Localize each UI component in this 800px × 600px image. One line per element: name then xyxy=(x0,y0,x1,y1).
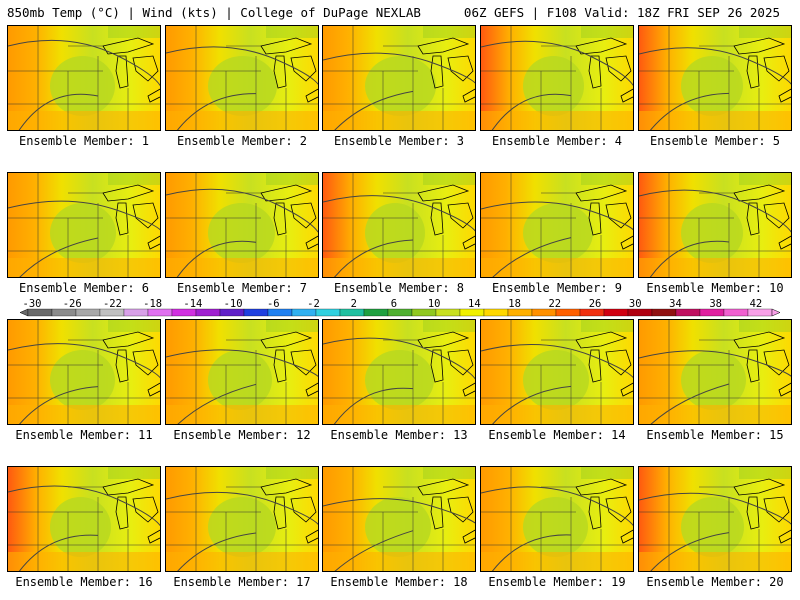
colorbar-swatch xyxy=(267,308,293,317)
ensemble-member-label: Ensemble Member: 2 xyxy=(176,134,308,148)
colorbar-tick-label: 14 xyxy=(468,298,481,310)
colorbar-tick-label: 10 xyxy=(428,298,441,310)
colorbar-tick-label: -22 xyxy=(103,298,122,310)
ensemble-member-label: Ensemble Member: 5 xyxy=(649,134,781,148)
colorbar-tick-label: 42 xyxy=(750,298,763,310)
ensemble-map-panel xyxy=(638,466,792,572)
ensemble-member-label: Ensemble Member: 15 xyxy=(646,428,784,442)
colorbar-swatch xyxy=(411,308,437,317)
colorbar-swatch xyxy=(555,308,581,317)
colorbar-swatch xyxy=(51,308,77,317)
colorbar-tick-label: 34 xyxy=(669,298,682,310)
ensemble-member-label: Ensemble Member: 14 xyxy=(488,428,626,442)
colorbar-swatch xyxy=(699,308,725,317)
ensemble-map-panel xyxy=(480,25,634,131)
colorbar-swatch xyxy=(243,308,269,317)
colorbar-swatch xyxy=(435,308,461,317)
colorbar-swatch xyxy=(747,308,773,317)
ensemble-map-panel xyxy=(322,25,476,131)
ensemble-map-panel xyxy=(7,25,161,131)
ensemble-member-label: Ensemble Member: 19 xyxy=(488,575,626,589)
colorbar-swatch xyxy=(219,308,245,317)
colorbar-swatch xyxy=(99,308,125,317)
ensemble-member-label: Ensemble Member: 16 xyxy=(15,575,153,589)
colorbar-swatch xyxy=(459,308,485,317)
ensemble-map-panel xyxy=(322,466,476,572)
colorbar-arrow-left xyxy=(19,308,29,317)
colorbar-tick-label: -2 xyxy=(307,298,320,310)
ensemble-map-panel xyxy=(322,172,476,278)
colorbar-tick-label: 2 xyxy=(351,298,357,310)
ensemble-member-label: Ensemble Member: 1 xyxy=(18,134,150,148)
colorbar-tick-label: 18 xyxy=(508,298,521,310)
ensemble-map-panel xyxy=(480,319,634,425)
colorbar-tick-label: -18 xyxy=(143,298,162,310)
ensemble-map-panel xyxy=(638,25,792,131)
colorbar-swatch xyxy=(387,308,413,317)
ensemble-map-panel xyxy=(638,172,792,278)
colorbar-swatch xyxy=(531,308,557,317)
ensemble-map-panel xyxy=(165,25,319,131)
colorbar-swatch xyxy=(579,308,605,317)
ensemble-map-panel xyxy=(7,466,161,572)
colorbar-swatch xyxy=(123,308,149,317)
colorbar-swatch xyxy=(675,308,701,317)
ensemble-member-label: Ensemble Member: 3 xyxy=(333,134,465,148)
ensemble-map-panel xyxy=(7,172,161,278)
colorbar-tick-label: 30 xyxy=(629,298,642,310)
ensemble-map-panel xyxy=(480,172,634,278)
colorbar-swatch xyxy=(147,308,173,317)
model-valid-time: 06Z GEFS | F108 Valid: 18Z FRI SEP 26 20… xyxy=(463,5,780,20)
colorbar-swatch xyxy=(627,308,653,317)
ensemble-member-label: Ensemble Member: 20 xyxy=(646,575,784,589)
colorbar-swatch xyxy=(723,308,749,317)
ensemble-member-label: Ensemble Member: 18 xyxy=(330,575,468,589)
colorbar-swatch xyxy=(171,308,197,317)
colorbar-swatch xyxy=(363,308,389,317)
colorbar-tick-label: -14 xyxy=(183,298,202,310)
colorbar-swatch xyxy=(507,308,533,317)
colorbar-swatch xyxy=(483,308,509,317)
ensemble-member-label: Ensemble Member: 8 xyxy=(333,281,465,295)
colorbar-tick-label: 22 xyxy=(548,298,561,310)
colorbar-arrow-right xyxy=(771,308,781,317)
ensemble-member-label: Ensemble Member: 13 xyxy=(330,428,468,442)
ensemble-map-panel xyxy=(480,466,634,572)
ensemble-member-label: Ensemble Member: 9 xyxy=(491,281,623,295)
colorbar-swatch xyxy=(27,308,53,317)
colorbar-swatch xyxy=(75,308,101,317)
colorbar-tick-label: 38 xyxy=(709,298,722,310)
ensemble-member-label: Ensemble Member: 6 xyxy=(18,281,150,295)
ensemble-map-panel xyxy=(7,319,161,425)
colorbar-tick-label: 26 xyxy=(589,298,602,310)
colorbar-swatch xyxy=(291,308,317,317)
ensemble-map-panel xyxy=(165,319,319,425)
colorbar-tick-label: 6 xyxy=(391,298,397,310)
map-title: 850mb Temp (°C) | Wind (kts) | College o… xyxy=(7,5,421,20)
ensemble-member-label: Ensemble Member: 4 xyxy=(491,134,623,148)
colorbar-tick-label: -10 xyxy=(224,298,243,310)
ensemble-map-panel xyxy=(638,319,792,425)
colorbar-tick-label: -6 xyxy=(267,298,280,310)
temperature-colorbar: -30 -26 -22 -18 -14 -10 -6 -2 2 6 10 14 18 22 26 30 34 38… xyxy=(19,298,781,317)
ensemble-member-label: Ensemble Member: 17 xyxy=(173,575,311,589)
ensemble-map-panel xyxy=(165,172,319,278)
colorbar-swatch xyxy=(195,308,221,317)
ensemble-member-label: Ensemble Member: 7 xyxy=(176,281,308,295)
colorbar-swatch xyxy=(603,308,629,317)
colorbar-swatch xyxy=(339,308,365,317)
colorbar-swatch xyxy=(315,308,341,317)
ensemble-member-label: Ensemble Member: 11 xyxy=(15,428,153,442)
ensemble-member-label: Ensemble Member: 12 xyxy=(173,428,311,442)
colorbar-tick-label: -26 xyxy=(63,298,82,310)
colorbar-tick-label: -30 xyxy=(23,298,42,310)
colorbar-swatch xyxy=(651,308,677,317)
ensemble-map-panel xyxy=(322,319,476,425)
ensemble-member-label: Ensemble Member: 10 xyxy=(646,281,784,295)
ensemble-map-panel xyxy=(165,466,319,572)
